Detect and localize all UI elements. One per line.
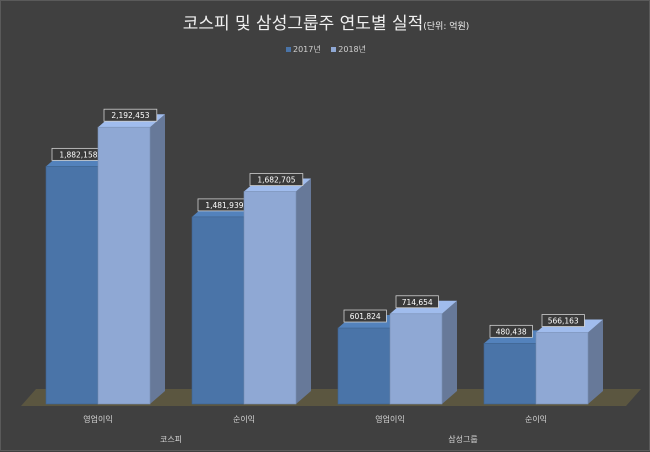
bar-1-3 bbox=[535, 332, 589, 405]
data-label-box-1-2 bbox=[395, 295, 439, 309]
bar-side-1-1 bbox=[296, 178, 311, 404]
legend: 2017년 2018년 bbox=[1, 44, 650, 55]
legend-label-2017: 2017년 bbox=[292, 45, 321, 54]
bar-side-1-0 bbox=[150, 114, 165, 404]
chart-title: 코스피 및 삼성그룹주 연도별 실적(단위: 억원) bbox=[1, 9, 650, 34]
group-label-0: 코스피 bbox=[160, 435, 182, 444]
category-label-1: 순이익 bbox=[233, 414, 255, 424]
bar-side-1-3 bbox=[588, 319, 603, 404]
data-label-1-3: 566,163 bbox=[548, 317, 579, 326]
chart-title-text: 코스피 및 삼성그룹주 연도별 실적 bbox=[182, 14, 424, 34]
bar-0-2 bbox=[337, 327, 391, 405]
data-label-1-2: 714,654 bbox=[402, 298, 433, 307]
bar-0-3 bbox=[483, 343, 537, 405]
data-label-box-1-1 bbox=[249, 173, 304, 186]
bar-1-0 bbox=[97, 126, 151, 405]
legend-item-2017: 2017년 bbox=[285, 44, 321, 55]
category-label-3: 순이익 bbox=[525, 414, 547, 424]
legend-label-2018: 2018년 bbox=[338, 45, 366, 54]
data-label-box-0-3 bbox=[489, 324, 533, 338]
legend-swatch-2018 bbox=[331, 47, 337, 52]
bar-0-1 bbox=[191, 216, 245, 405]
data-label-0-1: 1,481,939 bbox=[205, 201, 243, 210]
data-label-box-1-0 bbox=[103, 108, 158, 122]
chart-title-unit: (단위: 억원) bbox=[423, 22, 470, 32]
data-label-box-0-2 bbox=[343, 309, 387, 323]
data-label-0-0: 1,882,158 bbox=[59, 150, 97, 159]
data-label-1-1: 1,682,705 bbox=[257, 176, 295, 185]
bar-0-0 bbox=[45, 166, 99, 405]
category-label-2: 영업이익 bbox=[375, 414, 404, 424]
category-label-0: 영업이익 bbox=[83, 414, 112, 424]
data-label-0-3: 480,438 bbox=[496, 327, 527, 336]
bar-1-2 bbox=[389, 313, 443, 405]
data-label-1-0: 2,192,453 bbox=[111, 111, 149, 120]
group-label-1: 삼성그룹 bbox=[448, 434, 477, 444]
bar-1-1 bbox=[243, 191, 297, 405]
bar-side-1-2 bbox=[442, 300, 457, 404]
legend-swatch-2017 bbox=[285, 47, 291, 52]
legend-item-2018: 2018년 bbox=[331, 44, 366, 55]
data-label-0-2: 601,824 bbox=[350, 312, 381, 321]
data-label-box-1-3 bbox=[541, 314, 585, 327]
